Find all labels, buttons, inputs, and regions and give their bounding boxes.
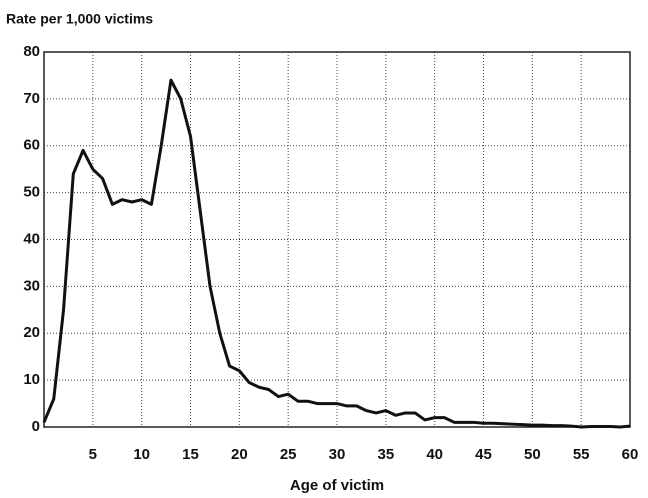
y-tick-label: 70 [23,90,40,107]
x-tick-label: 40 [426,446,443,463]
data-line [42,78,631,429]
x-axis-label: Age of victim [290,477,384,494]
x-tick-label: 10 [133,446,150,463]
x-tick-label: 25 [280,446,297,463]
x-tick-label: 35 [377,446,394,463]
y-tick-label: 40 [23,230,40,247]
x-tick-label: 55 [573,446,590,463]
y-tick-label: 50 [23,184,40,201]
x-tick-label: 30 [329,446,346,463]
x-tick-label: 60 [622,446,639,463]
x-tick-label: 50 [524,446,541,463]
plot-frame [43,51,631,428]
y-tick-label: 0 [32,418,40,435]
x-tick-label: 20 [231,446,248,463]
y-axis-label: Rate per 1,000 victims [6,11,153,27]
x-tick-label: 45 [475,446,492,463]
y-tick-label: 30 [23,277,40,294]
x-tick-label: 15 [182,446,199,463]
y-tick-label: 10 [23,371,40,388]
y-tick-label: 60 [23,137,40,154]
y-tick-label: 20 [23,324,40,341]
y-tick-label: 80 [23,43,40,60]
x-tick-label: 5 [89,446,97,463]
